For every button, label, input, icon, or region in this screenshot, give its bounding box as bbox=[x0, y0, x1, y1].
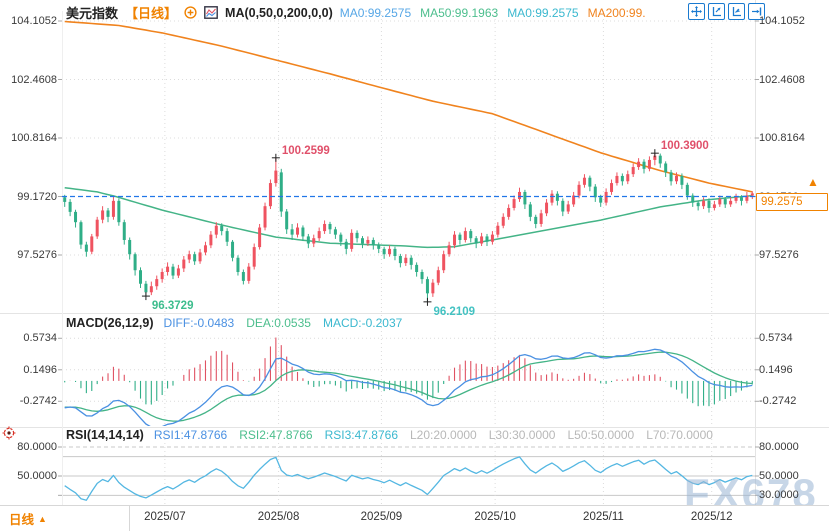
x-axis-date-label: 2025/07 bbox=[144, 511, 186, 523]
rsi-value: RSI1:47.8766 bbox=[153, 428, 228, 442]
y-axis-label: 0.1496 bbox=[23, 363, 57, 376]
price-annotation: 100.2599 bbox=[282, 145, 330, 157]
y-axis-label: 102.4608 bbox=[11, 73, 57, 86]
y-axis-label: -0.2742 bbox=[759, 395, 797, 408]
rsi-level-label: L50:50.0000 bbox=[567, 428, 635, 442]
main-header: 美元指数 【日线】 MA(0,50,0,200,0,0) MA0:99.2575… bbox=[66, 3, 646, 22]
y-axis-label: 0.5734 bbox=[23, 332, 57, 345]
ma-value: MA200:99. bbox=[587, 5, 646, 20]
macd-header: MACD(26,12,9) DIFF:-0.0483 DEA:0.0535 MACD… bbox=[66, 316, 402, 330]
price-annotation: 100.3900 bbox=[661, 140, 709, 152]
y-axis-label: 50.0000 bbox=[17, 470, 57, 482]
y-axis-label: 50.0000 bbox=[759, 470, 799, 482]
timeframe-label[interactable]: 【日线】 bbox=[125, 6, 178, 21]
x-axis-date-label: 2025/08 bbox=[257, 511, 300, 523]
y-axis-label: 99.1720 bbox=[17, 190, 57, 203]
y-axis-label: 80.0000 bbox=[17, 440, 57, 453]
macd-value: DIFF:-0.0483 bbox=[163, 316, 235, 330]
y-axis-label: 104.1052 bbox=[759, 15, 805, 27]
rsi-value: RSI3:47.8766 bbox=[324, 428, 398, 442]
chart-style-icon[interactable] bbox=[204, 6, 218, 19]
ma-value: MA0:99.2575 bbox=[507, 5, 579, 20]
y-axis-label: 100.8164 bbox=[11, 132, 57, 144]
plus-circle-icon[interactable] bbox=[184, 6, 197, 19]
y-axis-label: 80.0000 bbox=[759, 440, 799, 453]
x-axis-date-label: 2025/11 bbox=[583, 511, 624, 523]
price-annotation: 96.3729 bbox=[152, 300, 194, 312]
ma-settings[interactable]: MA(0,50,0,200,0,0) bbox=[225, 5, 333, 20]
latest-price-arrow-icon[interactable]: ▲ bbox=[807, 175, 819, 189]
ma-value: MA0:99.2575 bbox=[339, 5, 412, 20]
y-axis-label: 30.0000 bbox=[759, 489, 799, 502]
rsi-value: RSI2:47.8766 bbox=[239, 428, 313, 442]
timeframe-tab[interactable]: 日线 ▲ bbox=[0, 506, 130, 531]
ma-values: MA0:99.2575 MA50:99.1963 MA0:99.2575 MA200:… bbox=[340, 6, 646, 20]
macd-value: MACD:-0.2037 bbox=[322, 316, 403, 330]
chart-toolbar bbox=[688, 3, 765, 20]
y-axis-scale-icon[interactable] bbox=[708, 3, 725, 20]
y-axis-label: 0.1496 bbox=[759, 363, 793, 376]
current-price-box: 99.2575 bbox=[756, 193, 828, 211]
rsi-values: RSI1:47.8766 RSI2:47.8766 RSI3:47.8766 L20:… bbox=[154, 428, 713, 442]
target-icon[interactable] bbox=[2, 426, 16, 445]
jump-to-latest-icon[interactable] bbox=[748, 3, 765, 20]
ma-value: MA50:99.1963 bbox=[420, 5, 499, 20]
rsi-level-label: L20:20.0000 bbox=[410, 428, 477, 442]
macd-value: DEA:0.0535 bbox=[246, 316, 311, 330]
y-axis-label: 97.5276 bbox=[17, 249, 57, 261]
macd-values: DIFF:-0.0483 DEA:0.0535 MACD:-0.2037 bbox=[164, 316, 403, 330]
timeframe-tab-arrow-icon: ▲ bbox=[38, 513, 47, 524]
rsi-level-label: L30:30.0000 bbox=[488, 428, 556, 442]
move-icon[interactable] bbox=[688, 3, 705, 20]
y-axis-label: 97.5276 bbox=[759, 249, 799, 261]
y-axis-label: -0.2742 bbox=[19, 395, 57, 408]
price-annotation: 96.2109 bbox=[433, 306, 475, 318]
rsi-title: RSI(14,14,14) bbox=[66, 428, 144, 442]
x-axis-bar: 日线 ▲ 2025/07 2025/08 2025/09 2025/10 2025/11… bbox=[0, 505, 829, 531]
y-axis-label: 100.8164 bbox=[759, 132, 805, 144]
x-axis-scale-icon[interactable] bbox=[728, 3, 745, 20]
y-axis-label: 102.4608 bbox=[759, 73, 805, 86]
x-axis-date-label: 2025/12 bbox=[690, 511, 733, 523]
y-axis-label: 0.5734 bbox=[759, 332, 793, 345]
y-axis-label: 104.1052 bbox=[11, 15, 57, 27]
rsi-header: RSI(14,14,14) RSI1:47.8766 RSI2:47.8766 RS… bbox=[66, 428, 713, 442]
x-axis-date-label: 2025/09 bbox=[360, 511, 403, 523]
timeframe-tab-label: 日线 bbox=[9, 513, 35, 527]
symbol-name: 美元指数 bbox=[66, 6, 119, 21]
rsi-level-label: L70:70.0000 bbox=[646, 428, 713, 442]
x-axis-date-label: 2025/10 bbox=[474, 511, 516, 523]
macd-title: MACD(26,12,9) bbox=[66, 316, 154, 330]
